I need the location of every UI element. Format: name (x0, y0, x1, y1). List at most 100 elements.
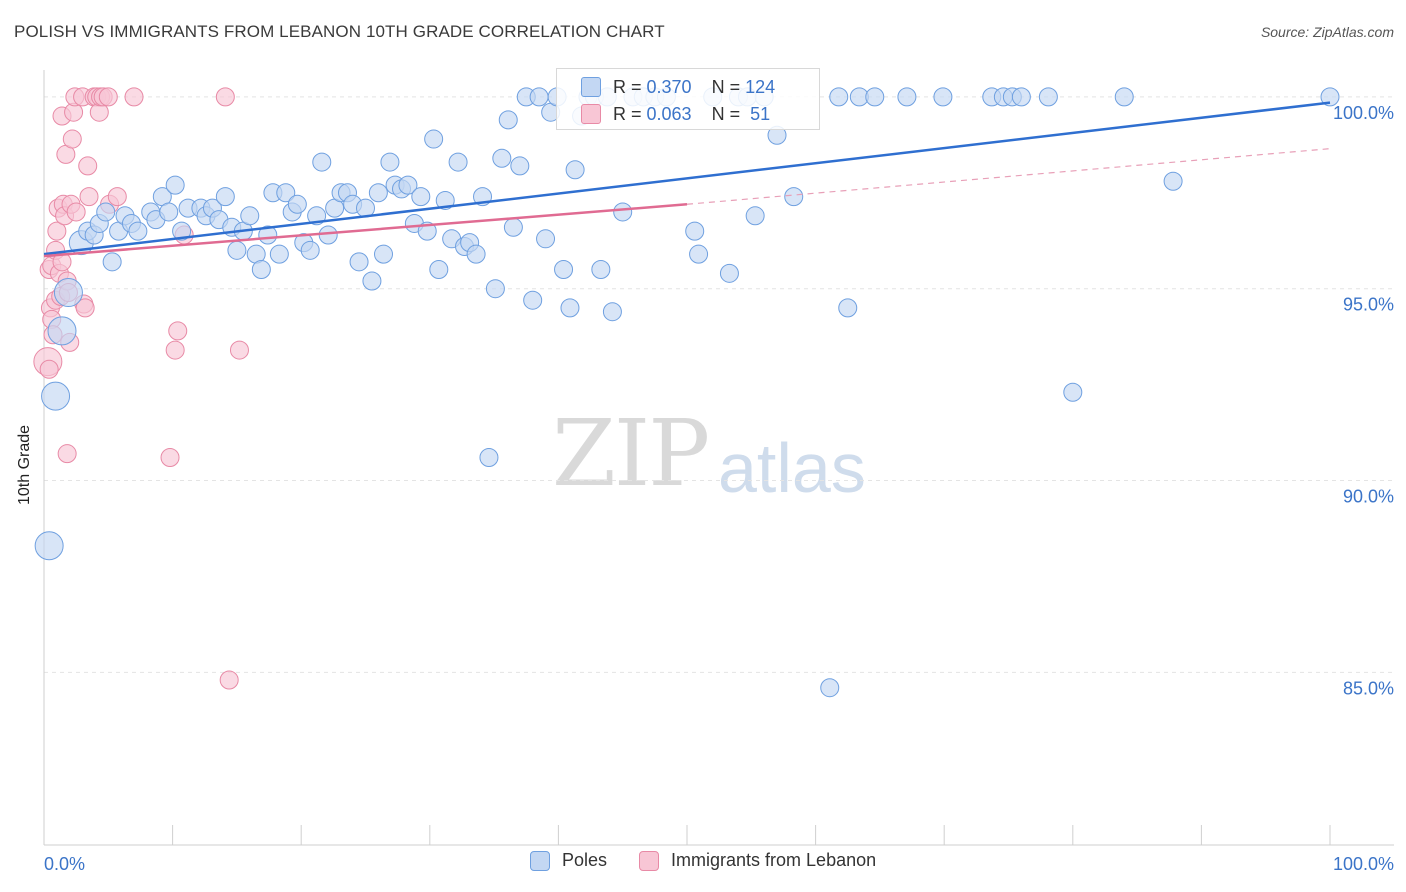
n-value-poles: 124 (745, 76, 776, 97)
watermark-atlas: atlas (718, 429, 866, 507)
poles-point (613, 202, 633, 222)
lebanon-point (168, 321, 188, 341)
poles-point (312, 152, 332, 172)
x-tick-label-right: 100.0% (1333, 854, 1394, 874)
trend-line-poles (43, 101, 1331, 256)
stats-legend: R = 0.370 N = 124 R = 0.063 N = 51 (556, 68, 820, 130)
poles-point (685, 221, 705, 241)
watermark-zip: ZIP (552, 400, 710, 507)
stats-swatch-lebanon (581, 104, 601, 124)
n-value-lebanon: 51 (745, 103, 771, 124)
poles-point (215, 187, 235, 207)
poles-point (349, 252, 369, 272)
poles-point (448, 152, 468, 172)
poles-point (820, 678, 840, 698)
lebanon-point (215, 87, 235, 107)
lebanon-point (57, 444, 77, 464)
poles-point (829, 87, 849, 107)
poles-point (368, 183, 388, 203)
poles-point (128, 221, 148, 241)
lebanon-point (39, 359, 59, 379)
poles-point (429, 260, 449, 280)
poles-point (719, 263, 739, 283)
poles-point (380, 152, 400, 172)
poles-point (53, 278, 83, 308)
poles-point (165, 175, 185, 195)
poles-point (554, 260, 574, 280)
x-tick-label-left: 0.0% (44, 854, 85, 874)
poles-point (1320, 87, 1340, 107)
poles-point (96, 202, 116, 222)
lebanon-point (107, 187, 127, 207)
poles-point (591, 260, 611, 280)
lebanon-point (165, 340, 185, 360)
y-tick-label: 85.0% (1343, 678, 1394, 698)
poles-point (374, 244, 394, 264)
lebanon-point (124, 87, 144, 107)
poles-point (41, 381, 71, 411)
poles-point (269, 244, 289, 264)
source-label: Source: ZipAtlas.com (1260, 24, 1394, 40)
legend-swatch-lebanon (639, 850, 660, 871)
r-value-poles: 0.370 (646, 76, 692, 97)
legend-item-lebanon[interactable]: Immigrants from Lebanon (639, 850, 876, 871)
poles-point (492, 148, 512, 168)
lebanon-point (160, 448, 180, 467)
lebanon-point (75, 298, 95, 318)
y-axis-label-wrap: 10th Grade (16, 425, 36, 605)
poles-point (47, 316, 77, 346)
poles-point (1011, 87, 1031, 107)
legend-item-poles[interactable]: Poles (530, 850, 607, 871)
poles-point (897, 87, 917, 107)
poles-point (838, 298, 858, 318)
legend-swatch-poles (530, 850, 550, 871)
poles-point (34, 531, 64, 561)
r-value-lebanon: 0.063 (646, 103, 692, 124)
lebanon-point (219, 670, 239, 690)
chart-title: POLISH VS IMMIGRANTS FROM LEBANON 10TH G… (14, 22, 665, 41)
poles-point (529, 87, 549, 107)
poles-point (745, 206, 765, 226)
y-tick-label: 95.0% (1343, 295, 1394, 315)
poles-point (602, 302, 622, 322)
poles-point (485, 279, 505, 299)
poles-point (424, 129, 444, 149)
lebanon-point (66, 202, 86, 222)
poles-point (1114, 87, 1134, 107)
bottom-legend: Poles Immigrants from Lebanon (530, 850, 908, 871)
poles-point (536, 229, 556, 249)
stats-text-lebanon: R = 0.063 N = 51 (613, 103, 771, 124)
poles-point (1063, 382, 1083, 402)
poles-point (510, 156, 530, 176)
poles-point (276, 183, 296, 203)
lebanon-point (79, 187, 99, 207)
poles-point (479, 448, 499, 467)
poles-point (466, 244, 486, 264)
legend-label-poles: Poles (562, 850, 608, 870)
poles-point (689, 244, 709, 264)
trend-line-lebanon-extension (686, 148, 1331, 205)
poles-point (287, 194, 307, 214)
poles-point (560, 298, 580, 318)
stats-text-poles: R = 0.370 N = 124 (613, 76, 776, 97)
poles-point (933, 87, 953, 107)
poles-point (362, 271, 382, 291)
poles-point (565, 160, 585, 180)
stats-swatch-poles (581, 77, 601, 97)
poles-point (1163, 171, 1183, 191)
poles-point (784, 187, 804, 207)
lebanon-point (229, 340, 249, 360)
poles-point (172, 221, 192, 241)
poles-point (865, 87, 885, 107)
y-axis-label: 10th Grade (16, 424, 33, 505)
lebanon-point (62, 129, 82, 149)
poles-point (227, 240, 247, 260)
legend-label-lebanon: Immigrants from Lebanon (671, 850, 877, 870)
poles-point (1038, 87, 1058, 107)
lebanon-point (98, 87, 118, 107)
poles-point (435, 190, 455, 210)
poles-point (251, 260, 271, 280)
y-tick-label: 100.0% (1333, 103, 1394, 123)
poles-point (240, 206, 260, 226)
